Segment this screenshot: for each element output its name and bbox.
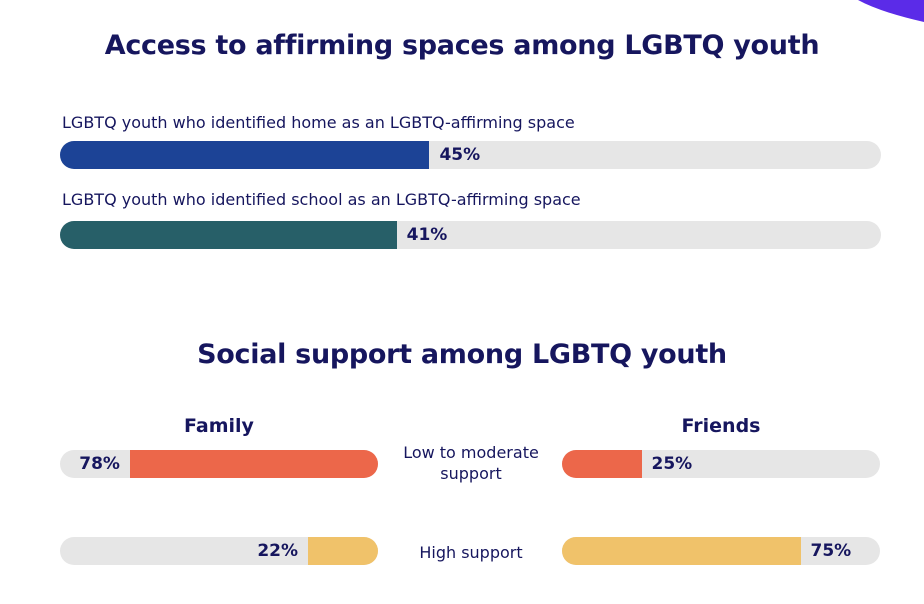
friends-low-track [562, 450, 880, 478]
home-bar-fill [60, 141, 430, 169]
school-bar-value: 41% [406, 225, 448, 245]
family-low-value: 78% [79, 454, 120, 474]
family-header: Family [184, 415, 254, 437]
family-high-value: 22% [257, 541, 299, 561]
low-support-label: Low to moderate support [403, 443, 539, 483]
school-bar-fill [60, 221, 397, 249]
home-bar-label: LGBTQ youth who identified home as an LG… [62, 113, 575, 132]
decorative-corner-shape [858, 0, 924, 22]
school-bar-label: LGBTQ youth who identified school as an … [62, 190, 581, 209]
friends-high-fill [562, 537, 801, 565]
family-low-track [60, 450, 378, 478]
friends-header: Friends [681, 415, 761, 437]
high-support-label: High support [419, 543, 523, 562]
friends-low-fill [562, 450, 642, 478]
home-bar-value: 45% [439, 145, 481, 165]
friends-high-value: 75% [810, 541, 852, 561]
family-high-fill [308, 537, 378, 565]
section1-title: Access to affirming spaces among LGBTQ y… [104, 30, 820, 61]
section2-title: Social support among LGBTQ youth [197, 339, 727, 370]
family-high-track [60, 537, 378, 565]
home-bar-track [60, 141, 881, 169]
friends-low-value: 25% [651, 454, 693, 474]
friends-high-track [562, 537, 880, 565]
family-low-fill [129, 450, 378, 478]
school-bar-track [60, 221, 881, 249]
